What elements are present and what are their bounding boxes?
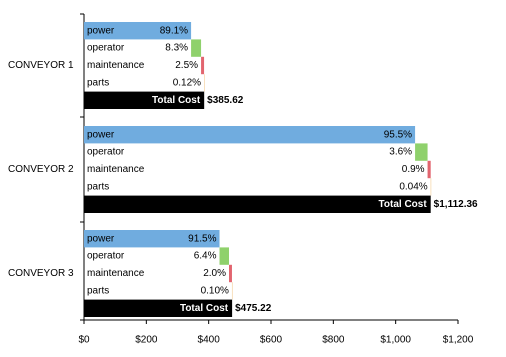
segment-bar <box>228 264 232 283</box>
total-bar <box>84 195 431 213</box>
share-label: 95.5% <box>384 129 412 140</box>
share-label: 0.9% <box>402 164 425 175</box>
segment-bar <box>219 247 229 265</box>
segment-bar <box>201 56 205 75</box>
component-label: operator <box>87 147 125 158</box>
x-tick-label: $600 <box>260 335 283 346</box>
share-label: 89.1% <box>160 25 188 36</box>
share-label: 6.4% <box>194 251 217 262</box>
segment-bar <box>191 39 202 57</box>
total-name: Total Cost <box>152 95 201 106</box>
segment-bar <box>427 160 431 179</box>
segment-bar <box>415 143 428 161</box>
segment-bar <box>204 74 205 92</box>
total-label: $385.62 <box>207 95 244 106</box>
x-tick-label: $0 <box>78 335 90 346</box>
x-tick-label: $1,000 <box>380 335 411 346</box>
component-label: parts <box>87 286 109 297</box>
group-label: CONVEYOR 3 <box>8 268 74 279</box>
total-bar <box>84 299 233 317</box>
share-label: 3.6% <box>389 147 412 158</box>
total-name: Total Cost <box>379 199 428 210</box>
total-label: $475.22 <box>235 303 272 314</box>
total-bar <box>84 91 205 109</box>
group-label: CONVEYOR 1 <box>8 60 74 71</box>
share-label: 0.12% <box>173 78 201 89</box>
total-name: Total Cost <box>180 303 229 314</box>
component-label: parts <box>87 182 109 193</box>
component-label: maintenance <box>87 60 145 71</box>
share-label: 0.04% <box>399 182 427 193</box>
component-label: operator <box>87 251 125 262</box>
component-label: parts <box>87 78 109 89</box>
share-label: 2.5% <box>175 60 198 71</box>
x-tick-label: $200 <box>135 335 158 346</box>
x-tick-label: $1,200 <box>443 335 474 346</box>
component-label: power <box>87 233 115 244</box>
share-label: 91.5% <box>188 233 216 244</box>
segment-bar <box>84 230 220 248</box>
share-label: 2.0% <box>203 268 226 279</box>
segment-bar <box>231 282 233 300</box>
component-label: maintenance <box>87 164 145 175</box>
share-label: 0.10% <box>201 286 229 297</box>
x-tick-label: $800 <box>322 335 345 346</box>
segment-bar <box>84 126 416 144</box>
component-label: operator <box>87 43 125 54</box>
total-label: $1,112.36 <box>434 199 478 210</box>
segment-bar <box>430 178 432 196</box>
share-label: 8.3% <box>165 43 188 54</box>
component-label: power <box>87 129 115 140</box>
x-tick-label: $400 <box>198 335 221 346</box>
component-label: power <box>87 25 115 36</box>
segment-bar <box>84 22 192 40</box>
group-label: CONVEYOR 2 <box>8 164 74 175</box>
component-label: maintenance <box>87 268 145 279</box>
